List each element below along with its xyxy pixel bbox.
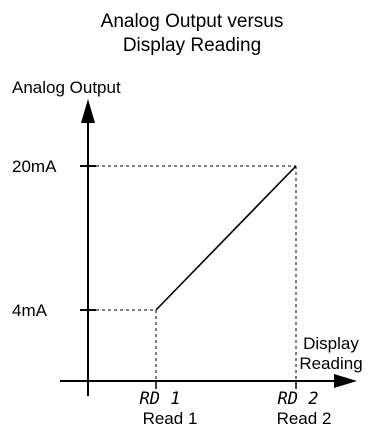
read1-label: Read 1 [143, 409, 198, 428]
x-axis-label-line2: Reading [299, 354, 362, 373]
y-axis-arrowhead [81, 99, 95, 123]
transfer-line [155, 165, 297, 311]
read1-display-text: RD 1 [140, 389, 181, 409]
y-axis-label: Analog Output [12, 78, 121, 97]
x-axis-label-line1: Display [303, 334, 359, 353]
diagram-title-line2: Display Reading [123, 35, 261, 56]
read2-display-text: RD 2 [278, 389, 319, 409]
diagram-title-line1: Analog Output versus [101, 11, 284, 32]
level-label-4ma: 4mA [12, 301, 48, 320]
read2-label: Read 2 [277, 409, 332, 428]
level-label-20ma: 20mA [12, 157, 57, 176]
x-axis-arrowhead [334, 374, 357, 388]
